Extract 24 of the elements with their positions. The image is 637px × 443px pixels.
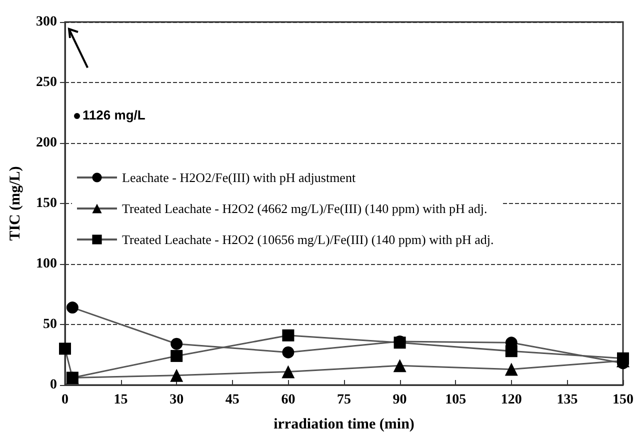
annotation: 1126 mg/L <box>82 107 146 122</box>
x-axis-title: irradiation time (min) <box>274 416 414 432</box>
x-tick-label: 45 <box>225 392 240 408</box>
x-tick-label: 120 <box>500 392 522 408</box>
x-tick-label: 135 <box>556 392 578 408</box>
y-tick-label: 250 <box>36 75 57 90</box>
y-tick-label: 100 <box>36 256 57 272</box>
x-tick-label: 90 <box>392 392 407 408</box>
y-tick-label: 200 <box>36 136 57 150</box>
x-tick-label: 60 <box>281 392 296 408</box>
x-tick-label: 30 <box>170 392 184 408</box>
legend-label: Treated Leachate - H2O2 (10656 mg/L)/Fe(III) (140 ppm) with pH adj. <box>122 232 494 247</box>
legend-label: Leachate - H2O2/Fe(III) with pH adjustment <box>122 170 356 185</box>
x-tick-label: 75 <box>337 392 351 408</box>
x-tick-label: 15 <box>114 392 128 408</box>
y-tick-label: 50 <box>43 317 57 332</box>
x-tick-label: 150 <box>612 392 634 408</box>
x-tick-label: 0 <box>62 392 68 408</box>
y-tick-label: 0 <box>50 378 57 392</box>
y-axis-title: TIC (mg/L) <box>8 166 24 241</box>
y-tick-label: 150 <box>36 196 57 211</box>
legend-label: Treated Leachate - H2O2 (4662 mg/L)/Fe(III) (140 ppm) with pH adj. <box>122 201 488 216</box>
x-tick-label: 105 <box>445 392 466 408</box>
y-tick-label: 300 <box>36 14 57 30</box>
